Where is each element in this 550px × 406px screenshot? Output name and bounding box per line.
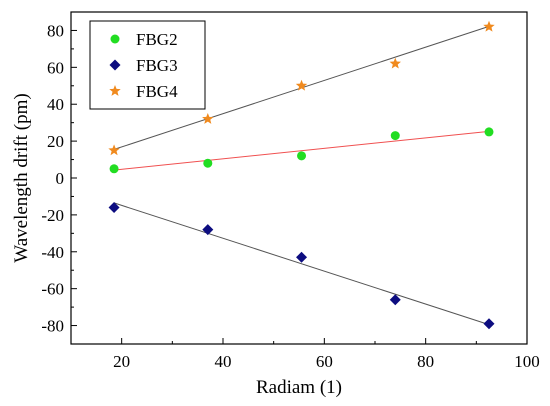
y-tick-label: -60 [41, 280, 64, 299]
y-tick-label: 80 [47, 21, 64, 40]
legend-box [89, 20, 206, 110]
x-tick-label: 100 [514, 352, 540, 371]
point-fbg2 [203, 158, 213, 168]
axis-ticks: 20 40 60 80 100 -80 -60 -40 -20 0 20 40 60 80 [41, 11, 540, 371]
x-tick-label: 60 [316, 352, 333, 371]
y-tick-label: 20 [47, 132, 64, 151]
point-fbg4 [108, 144, 120, 156]
y-tick-label: -20 [41, 206, 64, 225]
point-fbg4 [389, 57, 401, 69]
y-tick-label: 0 [56, 169, 65, 188]
point-fbg2 [484, 127, 494, 137]
fit-line-fbg2 [114, 130, 490, 171]
y-axis-label: Wavelength drift (pm) [11, 93, 32, 262]
x-tick-label: 20 [113, 352, 130, 371]
y-tick-label: 60 [47, 58, 64, 77]
point-fbg4 [202, 112, 214, 124]
data-points [108, 20, 495, 330]
point-fbg4 [483, 20, 495, 32]
point-fbg4 [295, 79, 308, 91]
legend-label-fbg3: FBG3 [136, 56, 178, 75]
legend: FBG2 FBG3 FBG4 [89, 20, 206, 110]
point-fbg3 [202, 224, 214, 236]
x-tick-label: 80 [417, 352, 434, 371]
x-tick-label: 40 [215, 352, 232, 371]
legend-label-fbg4: FBG4 [136, 82, 178, 101]
y-tick-label: 40 [47, 95, 64, 114]
point-fbg3 [483, 318, 495, 330]
y-tick-label: -40 [41, 243, 64, 262]
legend-marker-fbg2 [110, 34, 120, 44]
point-fbg3 [389, 294, 401, 306]
legend-label-fbg2: FBG2 [136, 30, 178, 49]
point-fbg2 [297, 151, 307, 161]
point-fbg2 [390, 131, 400, 141]
point-fbg3 [108, 202, 120, 214]
x-axis-label: Radiam (1) [256, 377, 342, 398]
point-fbg2 [109, 164, 119, 174]
y-tick-label: -80 [41, 317, 64, 336]
legend-marker-fbg3 [109, 59, 121, 71]
point-fbg3 [296, 251, 308, 263]
fit-line-fbg3 [113, 202, 490, 326]
legend-marker-fbg4 [109, 85, 121, 96]
